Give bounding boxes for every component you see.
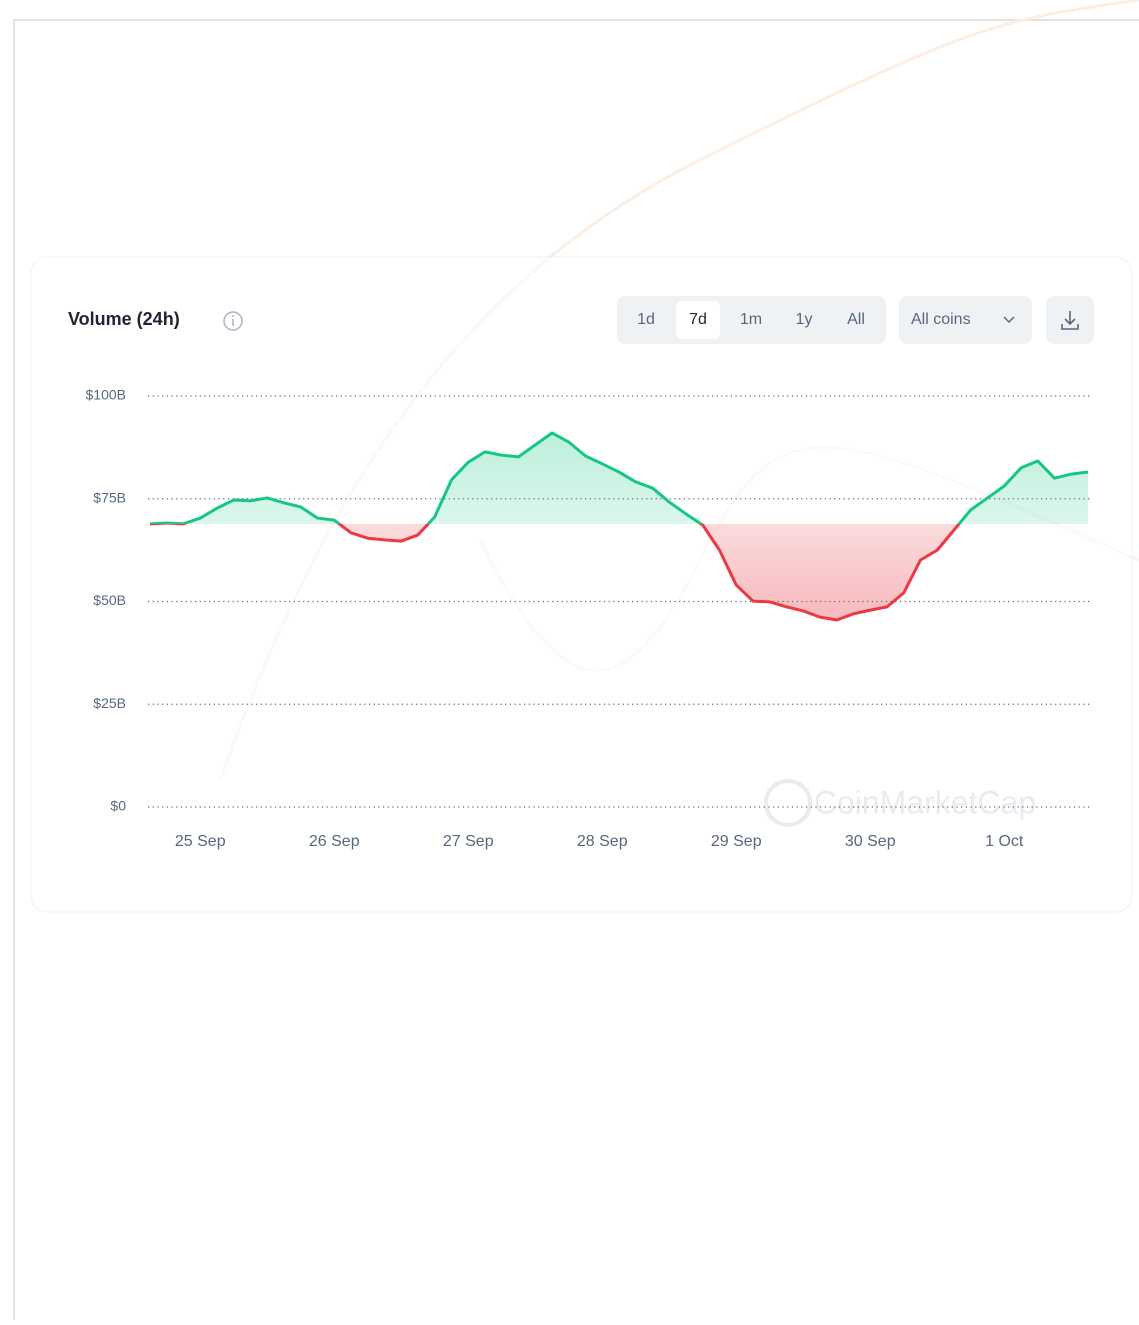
line-down (149, 523, 962, 622)
download-icon (1061, 311, 1079, 330)
range-button[interactable]: 7d (689, 311, 707, 328)
dropdown-label: All coins (911, 311, 971, 328)
x-tick-label: 1 Oct (985, 833, 1024, 850)
frame (13, 19, 1139, 1320)
x-tick-label: 28 Sep (577, 833, 628, 850)
y-tick-label: $0 (110, 798, 126, 814)
range-selected[interactable] (676, 301, 720, 339)
y-tick-label: $75B (93, 489, 126, 505)
area-fill (150, 523, 1088, 620)
card (30, 256, 1133, 913)
watermark-logo (764, 779, 812, 827)
x-tick-label: 26 Sep (309, 833, 360, 850)
line-up (149, 431, 1089, 524)
watermark: CoinMarketCap (814, 784, 1036, 820)
coins-dropdown[interactable] (899, 296, 1032, 344)
y-tick-label: $100B (86, 387, 126, 403)
area-fill (150, 432, 1088, 524)
range-button[interactable]: 1d (637, 311, 655, 328)
range-button[interactable]: 1m (740, 311, 762, 328)
range-button[interactable]: 1y (796, 311, 813, 328)
y-tick-label: $25B (93, 695, 126, 711)
info-icon[interactable] (223, 311, 243, 331)
x-tick-label: 30 Sep (845, 833, 896, 850)
card-title: Volume (24h) (68, 309, 180, 329)
x-tick-label: 29 Sep (711, 833, 762, 850)
chevron (1003, 316, 1015, 324)
range-button[interactable]: All (847, 311, 865, 328)
x-tick-label: 25 Sep (175, 833, 226, 850)
x-tick-label: 27 Sep (443, 833, 494, 850)
y-tick-label: $50B (93, 592, 126, 608)
